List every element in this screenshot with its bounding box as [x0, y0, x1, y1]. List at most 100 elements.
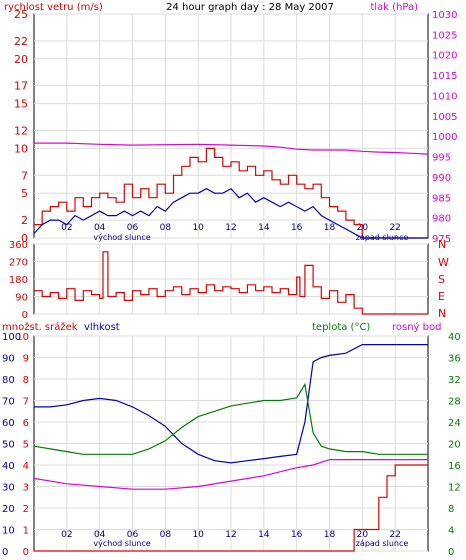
- temp-y-tick-label: 12: [448, 483, 461, 494]
- series-layer: [33, 142, 429, 552]
- humidity-y-tick-label: 20: [2, 504, 15, 515]
- wind-y-tick-label: 20: [14, 53, 28, 66]
- direction-y-tick-label: 360: [9, 240, 28, 251]
- chart-title: 24 hour graph day : 28 May 2007: [166, 2, 334, 13]
- x-tick-label: 08: [160, 223, 172, 233]
- x-tick-label: 14: [258, 530, 270, 540]
- wind-y-tick-label: 5: [21, 187, 28, 200]
- humidity-y-tick-label: 100: [2, 332, 21, 343]
- x-tick-label: 10: [192, 223, 204, 233]
- x-tick-label: 20: [357, 530, 369, 540]
- pressure-y-tick-label: 1015: [432, 71, 457, 82]
- wind-y-tick-label: 25: [14, 8, 28, 21]
- temp-sunrise-label: východ slunce: [93, 539, 150, 548]
- wind-axis-title: rychlost vetru (m/s): [4, 2, 103, 13]
- x-tick-label: 04: [94, 530, 106, 540]
- rain-y-tick-label: 5: [23, 440, 29, 451]
- temp-y-tick-label: 40: [448, 332, 461, 343]
- rain-y-tick-label: 1: [23, 526, 29, 537]
- wind-y-tick-label: 7: [21, 169, 28, 182]
- x-tick-label: 02: [61, 223, 72, 233]
- humidity-y-tick-label: 80: [2, 375, 15, 386]
- temp-y-tick-label: 20: [448, 440, 461, 451]
- direction-y-tick-label: 180: [9, 275, 28, 286]
- x-tick-label: 18: [324, 223, 336, 233]
- wind-y-tick-label: 15: [14, 98, 28, 111]
- humidity-y-tick-label: 30: [2, 483, 15, 494]
- x-tick-label: 22: [389, 530, 400, 540]
- x-tick-label: 06: [127, 530, 139, 540]
- series-rain: [34, 464, 428, 552]
- rain-y-tick-label: 0: [23, 547, 29, 556]
- x-tick-label: 02: [61, 530, 72, 540]
- x-tick-label: 22: [389, 223, 400, 233]
- wind-sunrise-label: východ slunce: [93, 233, 150, 242]
- pressure-y-tick-label: 980: [432, 214, 451, 225]
- rain-y-tick-label: 3: [23, 483, 29, 494]
- dewpoint-axis-title: rosný bod: [392, 321, 441, 333]
- x-tick-label: 16: [291, 530, 303, 540]
- dir-label-e: E: [438, 290, 445, 303]
- x-tick-label: 12: [225, 530, 236, 540]
- wind-y-tick-label: 22: [14, 35, 28, 48]
- humidity-y-tick-label: 90: [2, 354, 15, 365]
- direction-y-tick-label: 0: [22, 310, 28, 321]
- dir-label-s: S: [438, 273, 445, 286]
- rain-y-tick-label: 7: [23, 397, 29, 408]
- temp-y-tick-label: 0: [448, 547, 454, 556]
- temp-y-tick-label: 32: [448, 375, 461, 386]
- pressure-y-tick-label: 1020: [432, 51, 457, 62]
- pressure-y-tick-label: 1030: [432, 10, 457, 21]
- x-tick-label: 12: [225, 223, 236, 233]
- wind-y-tick-label: 10: [14, 142, 28, 155]
- x-tick-label: 08: [160, 530, 172, 540]
- pressure-y-tick-label: 1000: [432, 132, 457, 143]
- humidity-y-tick-label: 10: [2, 526, 15, 537]
- grid-layer: [34, 13, 428, 552]
- series-pressure: [34, 142, 429, 155]
- humidity-y-tick-label: 40: [2, 461, 15, 472]
- rain-y-tick-label: 8: [23, 375, 29, 386]
- rain-y-tick-label: 9: [23, 354, 29, 365]
- humidity-y-tick-label: 50: [2, 440, 15, 451]
- dir-label-w: W: [438, 256, 449, 269]
- humidity-y-tick-label: 70: [2, 397, 15, 408]
- series-wind: [33, 187, 428, 239]
- rain-y-tick-label: 6: [23, 418, 29, 429]
- series-temperature: [33, 382, 428, 455]
- pressure-y-tick-label: 1025: [432, 30, 457, 41]
- pressure-axis-title: tlak (hPa): [370, 2, 418, 13]
- rain-y-tick-label: 2: [23, 504, 29, 515]
- direction-y-tick-label: 90: [15, 293, 28, 304]
- pressure-y-tick-label: 1005: [432, 112, 457, 123]
- wind-y-tick-label: 2: [21, 214, 28, 227]
- x-tick-label: 18: [324, 530, 336, 540]
- pressure-y-tick-label: 985: [432, 193, 451, 204]
- temp-y-tick-label: 24: [448, 418, 461, 429]
- x-tick-label: 06: [127, 223, 139, 233]
- temp-y-tick-label: 36: [448, 354, 461, 365]
- pressure-y-tick-label: 975: [432, 234, 451, 245]
- series-gust: [34, 147, 428, 239]
- temp-sunset-label: západ slunce: [356, 539, 409, 548]
- rain-axis-title: množst. srážek: [2, 321, 78, 333]
- temp-y-tick-label: 16: [448, 461, 461, 472]
- wind-y-tick-label: 17: [14, 80, 28, 93]
- x-tick-label: 14: [258, 223, 270, 233]
- humidity-axis-title: vlhkost: [84, 322, 120, 333]
- x-tick-label: 04: [94, 223, 106, 233]
- dir-label-n-bottom: N: [438, 307, 446, 320]
- series-direction: [34, 251, 428, 315]
- x-tick-label: 16: [291, 223, 303, 233]
- humidity-y-tick-label: 0: [2, 547, 8, 556]
- pressure-y-tick-label: 1010: [432, 91, 457, 102]
- series-humidity: [34, 344, 428, 464]
- rain-y-tick-label: 4: [23, 461, 29, 472]
- humidity-y-tick-label: 60: [2, 418, 15, 429]
- wind-y-tick-label: 0: [21, 232, 28, 245]
- dir-label-n-top: N: [438, 238, 446, 251]
- temp-y-tick-label: 8: [448, 504, 454, 515]
- temp-y-tick-label: 4: [448, 526, 454, 537]
